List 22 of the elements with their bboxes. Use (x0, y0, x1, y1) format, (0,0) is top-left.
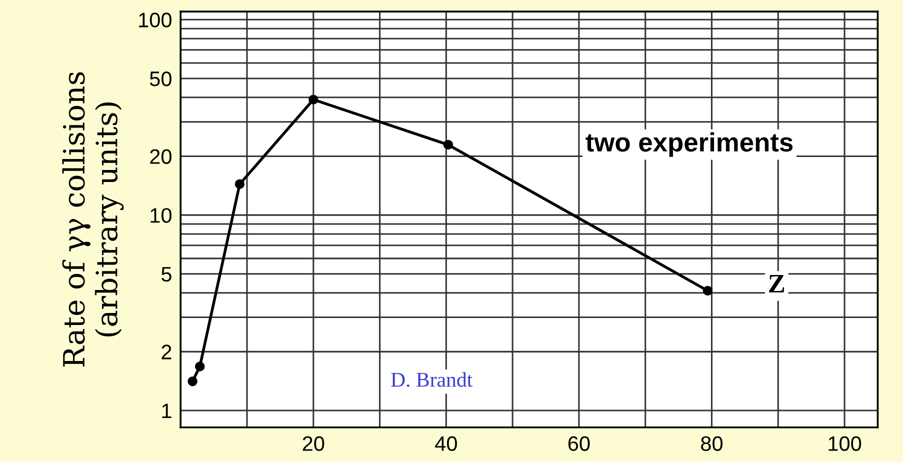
y-tick-label: 10 (150, 208, 172, 223)
point (702, 286, 713, 296)
x-tick-label: 80 (701, 436, 723, 451)
annotation: two experiments (586, 132, 793, 157)
point (188, 376, 198, 386)
x-tick-label: 20 (302, 436, 324, 451)
y-tick-label: 2 (162, 344, 172, 360)
annotation: D. Brandt (391, 372, 473, 387)
point (234, 179, 245, 189)
x-tick-label: 40 (435, 436, 457, 451)
point (308, 94, 318, 104)
point (194, 362, 205, 372)
y-tick-label: 1 (162, 404, 172, 418)
x-tick-label: 60 (568, 436, 590, 451)
y-tick-label: 50 (150, 71, 172, 86)
y-tick-label: 20 (150, 149, 172, 164)
annotation: Z (769, 275, 784, 292)
y-tick-label: 100 (139, 12, 172, 28)
x-tick-label: 100 (828, 436, 862, 451)
point (443, 140, 454, 150)
y-axis-title: Rate of γγ collisions (arbitrary units) (62, 72, 124, 367)
y-tick-label: 5 (162, 267, 172, 282)
